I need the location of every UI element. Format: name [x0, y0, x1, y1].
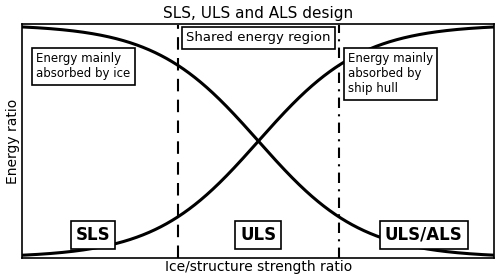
- Text: Energy mainly
absorbed by
ship hull: Energy mainly absorbed by ship hull: [348, 52, 433, 95]
- Title: SLS, ULS and ALS design: SLS, ULS and ALS design: [164, 6, 354, 20]
- Text: ULS: ULS: [240, 226, 276, 244]
- Text: Shared energy region: Shared energy region: [186, 31, 330, 45]
- Text: SLS: SLS: [76, 226, 110, 244]
- Text: ULS/ALS: ULS/ALS: [385, 226, 462, 244]
- Y-axis label: Energy ratio: Energy ratio: [6, 99, 20, 184]
- X-axis label: Ice/structure strength ratio: Ice/structure strength ratio: [165, 260, 352, 274]
- Text: Energy mainly
absorbed by ice: Energy mainly absorbed by ice: [36, 52, 130, 80]
